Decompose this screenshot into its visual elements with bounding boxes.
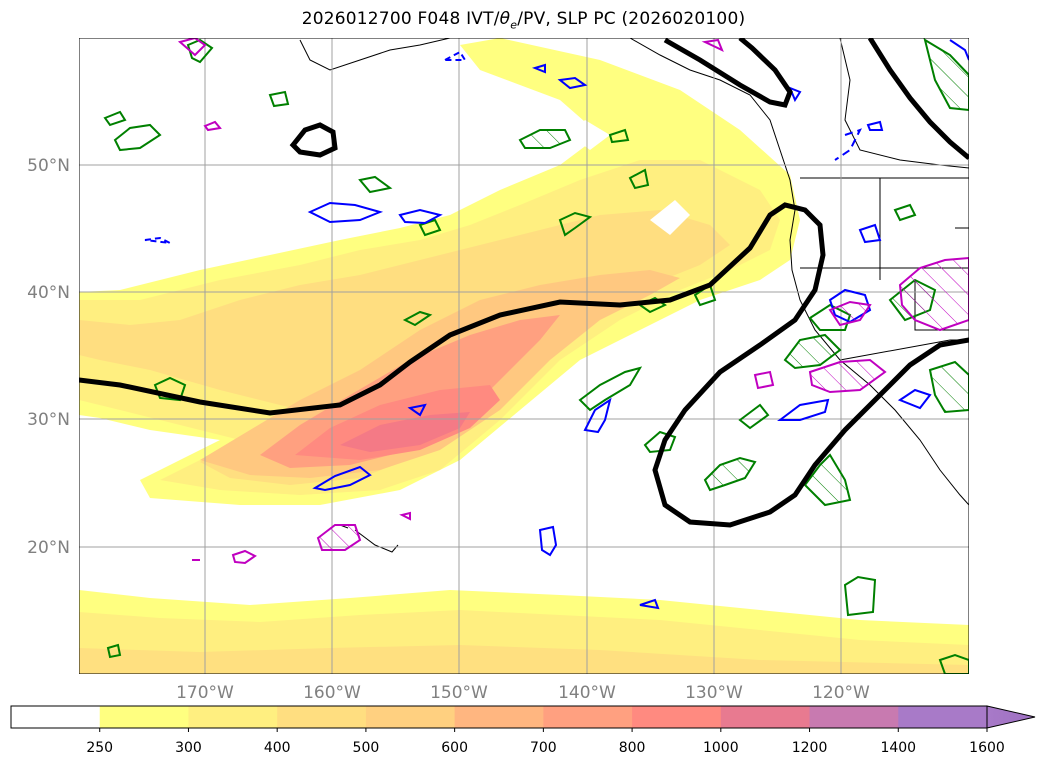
- colorbar-tick-label: 250: [86, 740, 113, 756]
- lat-label-30: 30°N: [27, 410, 70, 430]
- colorbar-segment: [632, 706, 722, 728]
- colorbar-tick-label: 1400: [880, 740, 916, 756]
- colorbar-segment: [365, 706, 456, 728]
- colorbar-extend-arrow: [986, 705, 1036, 729]
- slp-contours: [79, 38, 969, 528]
- chart-title: 2026012700 F048 IVT/θe/PV, SLP PC (20260…: [0, 9, 1047, 31]
- colorbar-segment: [898, 706, 988, 728]
- colorbar-segment: [99, 706, 189, 728]
- lon-label-160w: 160°W: [303, 683, 361, 703]
- lat-label-20: 20°N: [27, 538, 70, 558]
- colorbar-tick-label: 400: [264, 740, 291, 756]
- lon-label-140w: 140°W: [558, 683, 616, 703]
- colorbar-tick-label: 1600: [969, 740, 1005, 756]
- lon-label-130w: 130°W: [685, 683, 743, 703]
- pv-positive-contours: [144, 39, 969, 610]
- colorbar-tick-label: 300: [175, 740, 202, 756]
- colorbar-tick-label: 800: [619, 740, 646, 756]
- colorbar-segments: [11, 706, 988, 728]
- colorbar-segment: [277, 706, 367, 728]
- colorbar-tick-label: 500: [353, 740, 380, 756]
- lon-label-170w: 170°W: [176, 683, 234, 703]
- title-theta-sub: e: [510, 18, 518, 32]
- colorbar-ticks: 250 300 400 500 600 700 800 1000 1200 1400 1600: [86, 728, 1005, 756]
- lon-label-150w: 150°W: [430, 683, 488, 703]
- pv-negative-contours: [177, 38, 969, 565]
- lat-label-50: 50°N: [27, 156, 70, 176]
- lon-labels: 170°W 160°W 150°W 140°W 130°W 120°W: [176, 683, 870, 703]
- colorbar-tick-label: 700: [530, 740, 557, 756]
- colorbar-tick-label: 1200: [792, 740, 828, 756]
- map-area: [79, 38, 969, 674]
- title-text: 2026012700 F048 IVT/: [301, 9, 500, 29]
- colorbar-segment: [720, 706, 811, 728]
- lat-label-40: 40°N: [27, 283, 70, 303]
- lat-labels: 50°N 40°N 30°N 20°N: [27, 156, 70, 558]
- colorbar: 250 300 400 500 600 700 800 1000 1200 1400 1600: [10, 705, 1036, 756]
- colorbar-segment: [543, 706, 633, 728]
- colorbar-segment: [188, 706, 278, 728]
- title-theta: θ: [499, 9, 511, 29]
- lon-label-120w: 120°W: [812, 683, 870, 703]
- colorbar-tick-label: 600: [441, 740, 468, 756]
- colorbar-tick-label: 1000: [703, 740, 739, 756]
- colorbar-segment: [809, 706, 899, 728]
- title-rest: /PV, SLP PC (2026020100): [517, 9, 746, 29]
- colorbar-segment: [11, 706, 101, 728]
- colorbar-segment: [454, 706, 544, 728]
